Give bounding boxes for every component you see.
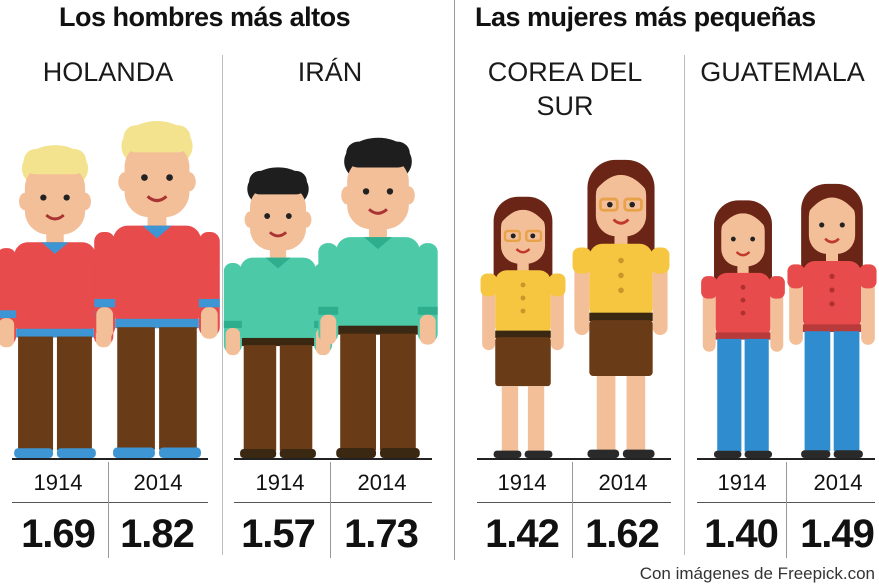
year-label-holanda-2014: 2014 <box>133 470 183 495</box>
year-label-iran-2014: 2014 <box>357 470 407 495</box>
figure-holanda-2014 <box>94 121 220 458</box>
value-label-guatemala-1914: 1.40 <box>704 512 779 556</box>
value-label-iran-1914: 1.57 <box>241 512 316 556</box>
country-label-guatemala: GUATEMALA <box>700 57 865 87</box>
figure-iran-1914 <box>223 167 333 458</box>
women-section-title: Las mujeres más pequeñas <box>475 2 816 32</box>
country-label-iran: IRÁN <box>297 57 363 87</box>
row-divider-holanda <box>12 502 208 503</box>
country-label-holanda: HOLANDA <box>42 57 174 87</box>
men-section-title: Los hombres más altos <box>59 2 351 32</box>
year-label-iran-1914: 1914 <box>255 470 305 495</box>
figure-corea-1914 <box>480 196 566 458</box>
year-label-corea-1914: 1914 <box>497 470 547 495</box>
image-credit: Con imágenes de Freepick.con <box>639 564 875 583</box>
country-label-corea-del-sur: COREA DEL SUR <box>487 57 643 121</box>
axis-line-iran <box>234 458 432 460</box>
divider-corea-guatemala <box>684 55 685 555</box>
value-label-guatemala-2014: 1.49 <box>800 512 875 556</box>
value-label-corea-1914: 1.42 <box>485 512 560 556</box>
value-label-iran-2014: 1.73 <box>344 512 419 556</box>
year-label-corea-2014: 2014 <box>598 470 648 495</box>
value-label-holanda-1914: 1.69 <box>21 512 96 556</box>
axis-line-holanda <box>12 458 208 460</box>
figure-guatemala-1914 <box>701 200 785 458</box>
year-label-guatemala-1914: 1914 <box>717 470 767 495</box>
year-divider-iran <box>330 462 331 558</box>
row-divider-corea <box>477 502 671 503</box>
year-divider-guatemala <box>786 462 787 558</box>
year-divider-holanda <box>108 462 109 558</box>
year-label-guatemala-2014: 2014 <box>813 470 863 495</box>
year-label-holanda-1914: 1914 <box>33 470 83 495</box>
divider-men-women <box>454 0 455 560</box>
axis-line-corea <box>477 458 671 460</box>
row-divider-iran <box>234 502 432 503</box>
divider-holanda-iran <box>222 55 223 555</box>
value-label-holanda-2014: 1.82 <box>120 512 195 556</box>
figure-iran-2014 <box>318 137 438 458</box>
axis-line-guatemala <box>697 458 875 460</box>
year-divider-corea <box>572 462 573 558</box>
figure-guatemala-2014 <box>787 183 877 458</box>
figure-corea-2014 <box>572 159 670 458</box>
value-label-corea-2014: 1.62 <box>585 512 660 556</box>
